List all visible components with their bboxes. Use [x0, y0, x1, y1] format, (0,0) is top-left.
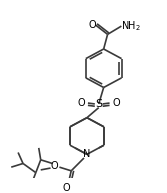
- Text: NH$_2$: NH$_2$: [121, 19, 141, 33]
- Text: O: O: [62, 183, 70, 193]
- Text: O: O: [113, 98, 120, 108]
- Text: O: O: [77, 98, 85, 108]
- Text: N: N: [83, 149, 91, 159]
- Text: O: O: [88, 20, 96, 30]
- Text: O: O: [51, 161, 58, 171]
- Text: S: S: [95, 99, 102, 109]
